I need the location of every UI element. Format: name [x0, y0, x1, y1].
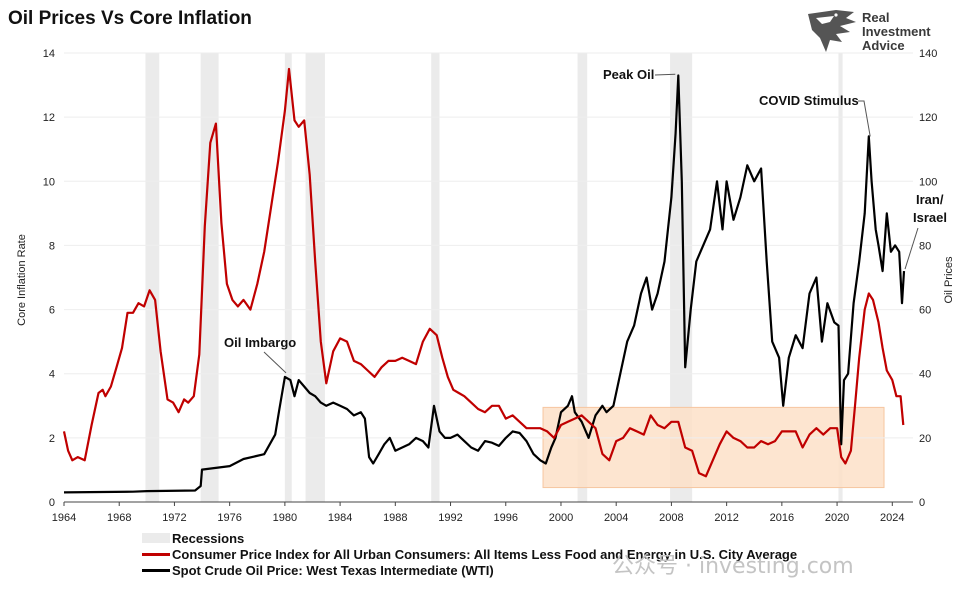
- recession-band-1: [200, 53, 219, 502]
- recession-band-6: [670, 53, 693, 502]
- annotation-covid-stimulus: COVID Stimulus: [759, 93, 859, 108]
- x-tick-label: 1968: [107, 512, 131, 524]
- x-tick-label: 2008: [659, 512, 683, 524]
- legend: Recessions Consumer Price Index for All …: [142, 530, 797, 578]
- annotation-iran: Iran/: [916, 192, 944, 207]
- x-tick-label: 2024: [880, 512, 904, 524]
- annotation-covid-leader: [858, 100, 871, 137]
- annotation-oil-imbargo-leader: [263, 351, 287, 374]
- y-right-tick-label: 80: [919, 240, 931, 252]
- chart-title: Oil Prices Vs Core Inflation: [8, 8, 252, 29]
- recession-bands: [145, 53, 843, 502]
- y-left-tick-label: 10: [43, 176, 55, 188]
- annotation-oil-imbargo: Oil Imbargo: [224, 335, 296, 350]
- legend-swatch-cpi: [142, 552, 170, 556]
- y-left-tick-label: 8: [49, 240, 55, 252]
- x-tick-label: 1992: [438, 512, 462, 524]
- y-right-tick-label: 20: [919, 433, 931, 445]
- annotation-israel: Israel: [913, 210, 947, 225]
- annotations: Oil Imbargo Peak Oil COVID Stimulus Iran/Is…: [224, 67, 947, 374]
- recession-band-5: [577, 53, 588, 502]
- eagle-logo-icon: [808, 10, 856, 52]
- x-tick-label: 1964: [52, 512, 76, 524]
- x-tick-label: 1988: [383, 512, 407, 524]
- y-right-tick-label: 0: [919, 497, 925, 509]
- legend-swatch-oil: [142, 568, 170, 572]
- legend-swatch-recessions: [142, 533, 170, 543]
- series-line-cpi: [62, 67, 905, 478]
- recession-band-0: [145, 53, 160, 502]
- x-tick-label: 2016: [770, 512, 794, 524]
- recession-band-4: [431, 53, 440, 502]
- x-tick-label: 2000: [549, 512, 573, 524]
- y-right-tick-label: 60: [919, 305, 931, 317]
- annotation-peak-oil: Peak Oil: [603, 67, 654, 82]
- legend-item-oil: Spot Crude Oil Price: West Texas Interme…: [142, 562, 797, 578]
- watermark: 公众号 · investing.com: [612, 554, 854, 579]
- y-right-tick-label: 140: [919, 48, 937, 60]
- y-left-tick-label: 4: [49, 369, 55, 381]
- recession-band-7: [838, 53, 843, 502]
- y-left-tick-label: 14: [43, 48, 55, 60]
- legend-label-recessions: Recessions: [172, 530, 245, 546]
- y-right-tick-label: 100: [919, 176, 937, 188]
- legend-item-recessions: Recessions: [142, 530, 797, 546]
- x-tick-label: 1972: [162, 512, 186, 524]
- legend-item-cpi: Consumer Price Index for All Urban Consu…: [142, 546, 797, 562]
- annotation-peak-oil-leader: [654, 73, 676, 76]
- y-left-tick-label: 12: [43, 112, 55, 124]
- brand-logo: Real Investment Advice: [806, 8, 956, 56]
- y-left-tick-label: 0: [49, 497, 55, 509]
- y-right-tick-label: 120: [919, 112, 937, 124]
- x-tick-label: 1984: [328, 512, 352, 524]
- x-tick-label: 2004: [604, 512, 628, 524]
- x-tick-label: 2020: [825, 512, 849, 524]
- x-tick-label: 1976: [217, 512, 241, 524]
- y-left-tick-label: 2: [49, 433, 55, 445]
- recession-band-2: [284, 53, 292, 502]
- brand-name: Real Investment Advice: [862, 10, 931, 53]
- annotation-iran-israel-leader: [904, 227, 919, 270]
- y-left-tick-label: 6: [49, 305, 55, 317]
- x-tick-label: 1996: [494, 512, 518, 524]
- x-tick-label: 1980: [273, 512, 297, 524]
- legend-label-oil: Spot Crude Oil Price: West Texas Interme…: [172, 562, 494, 578]
- legend-label-cpi: Consumer Price Index for All Urban Consu…: [172, 546, 798, 562]
- series-lines: [62, 67, 906, 494]
- x-tick-label: 2012: [714, 512, 738, 524]
- y-right-tick-label: 40: [919, 369, 931, 381]
